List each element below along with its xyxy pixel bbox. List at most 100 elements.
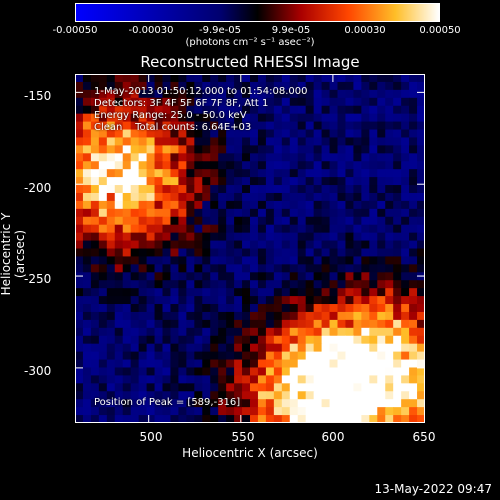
heatmap-cell	[162, 89, 172, 99]
heatmap-cell	[170, 264, 179, 273]
heatmap-cell	[242, 264, 251, 273]
heatmap-cell	[170, 153, 179, 162]
heatmap-cell	[393, 288, 402, 297]
heatmap-cell	[98, 399, 108, 408]
heatmap-cell	[409, 113, 418, 123]
heatmap-cell	[178, 335, 187, 345]
heatmap-cell	[353, 399, 362, 408]
heatmap-cell	[178, 169, 187, 178]
heatmap-cell	[226, 351, 235, 361]
heatmap-cell	[337, 185, 347, 194]
heatmap-cell	[369, 296, 378, 305]
heatmap-cell	[393, 81, 402, 91]
heatmap-cell	[345, 192, 354, 202]
heatmap-cell	[289, 304, 299, 313]
heatmap-cell	[273, 121, 283, 131]
heatmap-cell	[289, 335, 299, 345]
heatmap-cell	[138, 296, 148, 305]
heatmap-cell	[242, 232, 251, 242]
heatmap-cell	[114, 97, 124, 107]
heatmap-cell	[321, 177, 331, 186]
heatmap-cell	[313, 232, 323, 242]
heatmap-cell	[226, 264, 235, 273]
heatmap-cell	[218, 319, 227, 329]
heatmap-cell	[82, 304, 92, 313]
heatmap-cell	[130, 177, 140, 186]
heatmap-cell	[297, 248, 307, 258]
heatmap-cell	[409, 296, 418, 305]
heatmap-cell	[234, 81, 243, 91]
heatmap-cell	[98, 192, 108, 202]
heatmap-cell	[257, 264, 267, 273]
heatmap-cell	[377, 288, 386, 297]
heatmap-cell	[385, 129, 394, 139]
heatmap-cell	[114, 311, 124, 321]
heatmap-cell	[337, 304, 347, 313]
heatmap-cell	[154, 74, 164, 83]
plot-area	[75, 74, 425, 423]
heatmap-cell	[337, 327, 347, 337]
heatmap-cell	[417, 399, 425, 408]
heatmap-cell	[257, 383, 267, 392]
heatmap-cell	[361, 311, 370, 321]
heatmap-cell	[98, 375, 108, 384]
heatmap-cell	[345, 89, 354, 99]
heatmap-cell	[242, 97, 251, 107]
heatmap-cell	[178, 97, 187, 107]
heatmap-cell	[130, 288, 140, 297]
heatmap-cell	[289, 74, 299, 83]
heatmap-cell	[385, 288, 394, 297]
heatmap-cell	[210, 343, 219, 353]
heatmap-cell	[202, 407, 211, 416]
heatmap-cell	[154, 391, 164, 400]
heatmap-cell	[321, 74, 331, 83]
heatmap-cell	[242, 200, 251, 210]
heatmap-cell	[210, 311, 219, 321]
heatmap-cell	[242, 256, 251, 265]
heatmap-cell	[409, 415, 418, 423]
heatmap-cell	[257, 248, 267, 258]
heatmap-cell	[417, 272, 425, 281]
heatmap-cell	[154, 81, 164, 91]
heatmap-cell	[329, 208, 339, 218]
heatmap-cell	[202, 272, 211, 281]
heatmap-cell	[210, 399, 219, 408]
heatmap-cell	[353, 391, 362, 400]
heatmap-cell	[210, 383, 219, 392]
heatmap-cell	[377, 415, 386, 423]
heatmap-cell	[130, 375, 140, 384]
heatmap-cell	[401, 383, 410, 392]
heatmap-cell	[138, 399, 148, 408]
heatmap-cell	[98, 200, 108, 210]
heatmap-cell	[226, 240, 235, 250]
heatmap-cell	[281, 343, 291, 353]
heatmap-cell	[345, 359, 354, 369]
heatmap-cell	[114, 248, 124, 258]
heatmap-cell	[106, 224, 116, 234]
heatmap-cell	[146, 327, 156, 337]
heatmap-cell	[401, 311, 410, 321]
heatmap-cell	[393, 200, 402, 210]
heatmap-cell	[321, 224, 331, 234]
heatmap-cell	[329, 97, 339, 107]
heatmap-cell	[273, 248, 283, 258]
heatmap-cell	[273, 296, 283, 305]
heatmap-cell	[75, 351, 84, 361]
heatmap-cell	[75, 343, 84, 353]
heatmap-cell	[305, 113, 315, 123]
heatmap-cell	[273, 137, 283, 146]
heatmap-cell	[401, 105, 410, 115]
heatmap-cell	[82, 407, 92, 416]
heatmap-cell	[313, 391, 323, 400]
heatmap-cell	[170, 161, 179, 170]
heatmap-cell	[194, 121, 203, 131]
heatmap-cell	[106, 359, 116, 369]
heatmap-cell	[82, 216, 92, 226]
chart-title: Reconstructed RHESSI Image	[140, 53, 360, 71]
heatmap-cell	[130, 383, 140, 392]
heatmap-cell	[194, 200, 203, 210]
heatmap-cell	[186, 319, 195, 329]
heatmap-cell	[122, 280, 132, 289]
heatmap-cell	[242, 161, 251, 170]
heatmap-cell	[329, 161, 339, 170]
